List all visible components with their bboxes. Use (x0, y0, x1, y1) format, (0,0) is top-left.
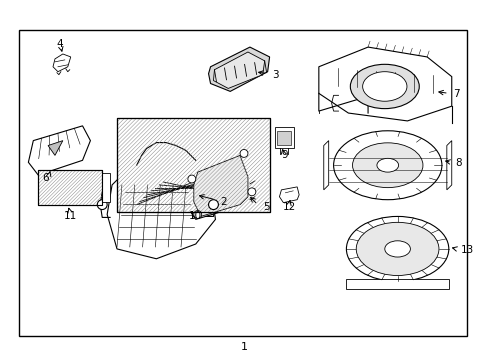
Text: 6: 6 (42, 173, 48, 183)
Ellipse shape (376, 158, 398, 172)
Bar (117, 118, 269, 212)
Text: 13: 13 (460, 245, 473, 255)
Bar (102, 173, 110, 202)
Polygon shape (48, 141, 63, 156)
Polygon shape (28, 126, 90, 175)
Circle shape (187, 175, 195, 183)
Bar (38, 170, 102, 204)
Ellipse shape (333, 131, 441, 200)
Circle shape (208, 200, 218, 210)
Polygon shape (446, 141, 451, 190)
Bar (38, 170, 102, 204)
Text: 7: 7 (452, 89, 458, 99)
Ellipse shape (352, 143, 422, 188)
Polygon shape (107, 145, 215, 259)
Text: 12: 12 (282, 202, 295, 212)
Ellipse shape (349, 64, 418, 109)
Bar (277, 131, 291, 145)
Ellipse shape (346, 216, 448, 282)
Text: 10: 10 (189, 211, 202, 221)
Text: 8: 8 (455, 158, 461, 168)
Polygon shape (279, 187, 299, 203)
Polygon shape (208, 47, 269, 91)
Text: 2: 2 (220, 197, 226, 207)
Bar (19, 30, 466, 336)
Circle shape (97, 200, 107, 210)
Circle shape (247, 188, 255, 196)
Text: 9: 9 (281, 150, 287, 161)
Ellipse shape (384, 241, 409, 257)
Text: 11: 11 (64, 211, 77, 221)
Bar (346, 279, 448, 289)
Ellipse shape (356, 222, 438, 275)
Text: 4: 4 (57, 39, 63, 49)
Text: 3: 3 (272, 69, 279, 80)
Polygon shape (185, 145, 254, 219)
Polygon shape (193, 156, 247, 216)
Polygon shape (213, 52, 264, 89)
Ellipse shape (362, 72, 406, 101)
Text: 5: 5 (262, 202, 269, 212)
Bar (117, 118, 269, 212)
Text: 1: 1 (240, 342, 247, 352)
Polygon shape (53, 54, 71, 72)
Circle shape (193, 211, 201, 219)
Polygon shape (318, 47, 451, 121)
Circle shape (240, 149, 247, 157)
Bar (117, 118, 269, 212)
Bar (274, 127, 294, 148)
Polygon shape (323, 141, 328, 190)
